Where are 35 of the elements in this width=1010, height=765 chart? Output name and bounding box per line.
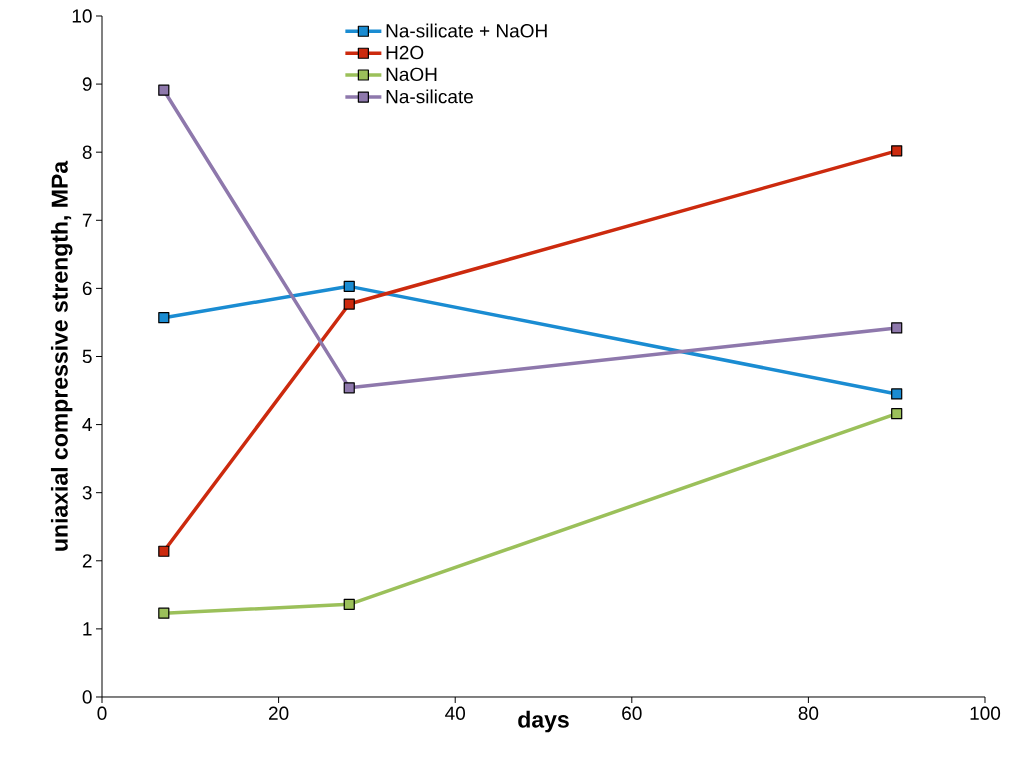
y-tick-label: 4 <box>82 418 92 432</box>
x-tick-label: 60 <box>622 706 642 720</box>
point <box>891 408 903 420</box>
legend-label: NaOH <box>386 67 437 82</box>
point <box>343 382 355 394</box>
point <box>158 607 170 619</box>
y-tick-label: 2 <box>82 554 92 568</box>
point <box>158 545 170 557</box>
point <box>891 322 903 334</box>
point <box>343 280 355 292</box>
point <box>158 312 170 324</box>
y-tick-label: 5 <box>82 349 92 364</box>
y-tick-label: 6 <box>82 281 92 296</box>
point <box>158 84 170 96</box>
x-tick-label: 100 <box>970 706 1001 720</box>
point <box>343 598 355 610</box>
y-tick-label: 8 <box>82 145 92 159</box>
y-tick-label: 1 <box>83 622 92 636</box>
x-tick-label: 80 <box>798 706 819 720</box>
y-axis-title: uniaxial compressive strength, MPa <box>50 160 73 551</box>
y-tick-label: 7 <box>82 213 92 227</box>
point <box>891 145 903 157</box>
y-tick-label: 0 <box>82 690 92 704</box>
point <box>343 298 355 310</box>
x-tick-label: 0 <box>97 706 107 720</box>
x-axis-title: days <box>518 710 569 733</box>
point <box>891 388 903 400</box>
legend-label: Na-silicate + NaOH <box>386 23 547 38</box>
y-tick-label: 3 <box>82 485 92 500</box>
x-tick-label: 20 <box>268 706 289 720</box>
legend-label: Na-silicate <box>386 89 473 104</box>
x-tick-label: 40 <box>445 706 466 720</box>
legend-label: H2O <box>386 45 424 60</box>
y-tick-label: 9 <box>82 77 92 91</box>
y-tick-label: 10 <box>72 9 92 23</box>
